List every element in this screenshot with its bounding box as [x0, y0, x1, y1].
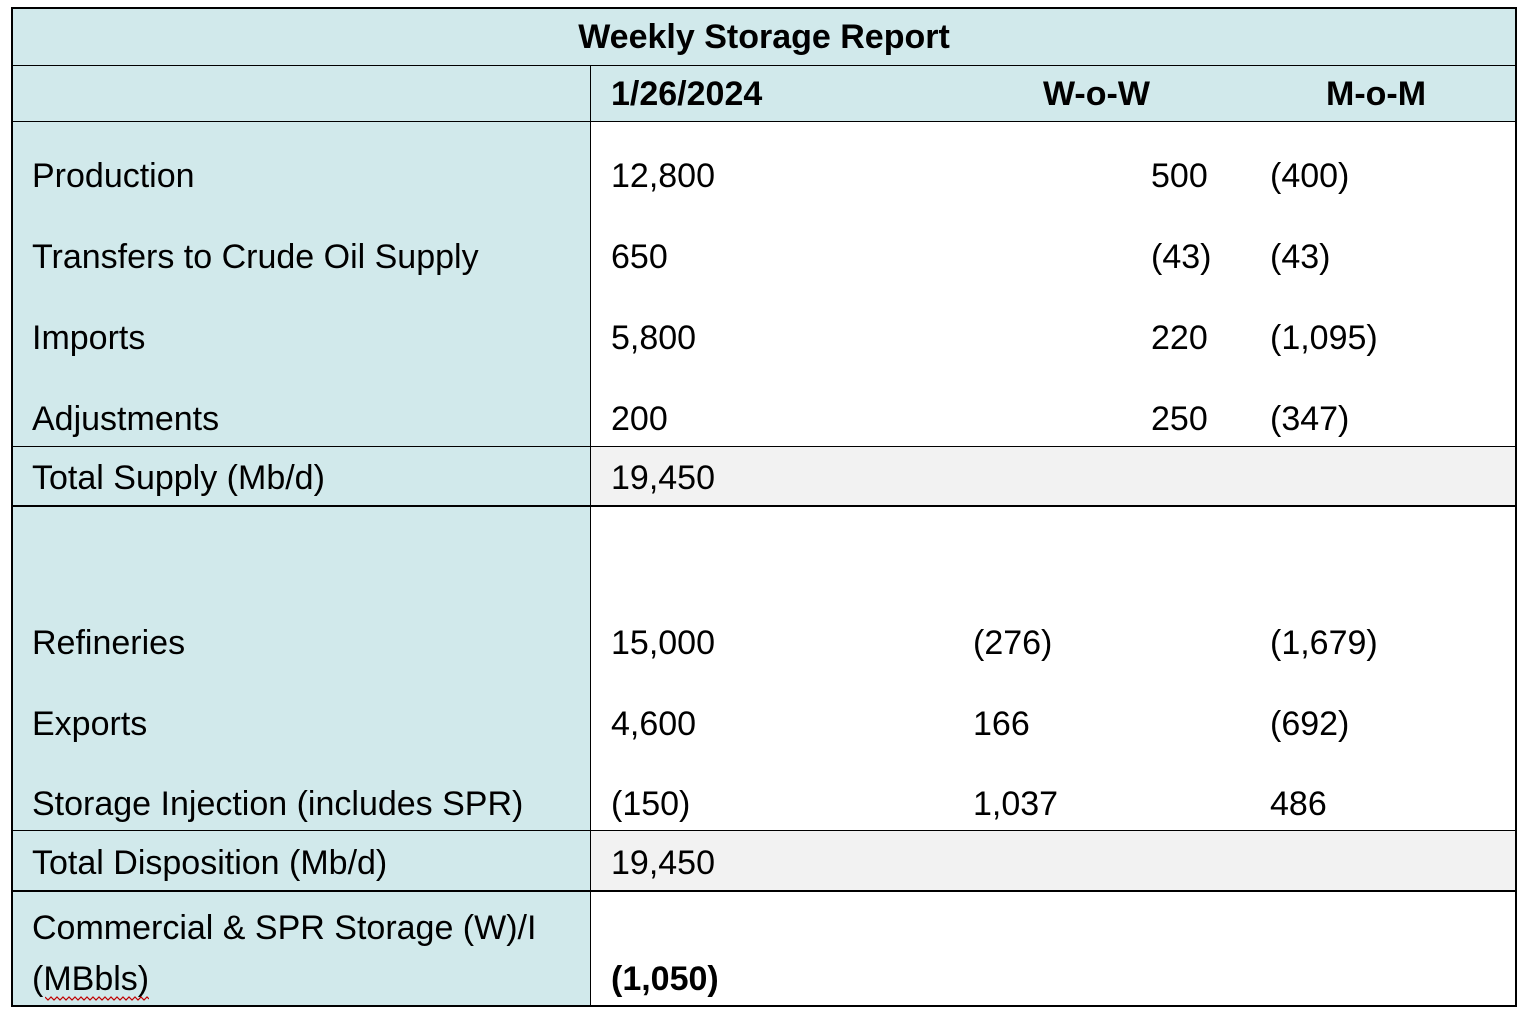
row-value: (150): [611, 785, 691, 823]
total-supply-value: 19,450: [611, 459, 715, 497]
storage-label-line2: (MBbls): [32, 960, 150, 998]
row-label: Refineries: [32, 624, 186, 662]
row-mom: 486: [1270, 785, 1327, 823]
total-supply-value-bg: [590, 447, 1515, 506]
row-wow: (43): [1151, 238, 1212, 276]
row-wow: 500: [1151, 157, 1208, 195]
title-divider: [13, 65, 1515, 66]
total-disposition-value: 19,450: [611, 844, 715, 882]
total-supply-label: Total Supply (Mb/d): [32, 459, 325, 497]
row-value: 12,800: [611, 157, 715, 195]
row-mom: (400): [1270, 157, 1350, 195]
header-row-bg: [13, 66, 1515, 122]
header-date: 1/26/2024: [611, 75, 763, 113]
total-disposition-value-bg: [590, 831, 1515, 890]
row-wow: (276): [973, 624, 1053, 662]
title-row-bg: [13, 9, 1515, 66]
row-wow: 220: [1151, 319, 1208, 357]
row-mom: (692): [1270, 705, 1350, 743]
label-column-divider: [590, 65, 591, 1005]
header-wow: W-o-W: [1043, 75, 1150, 113]
storage-label-line1: Commercial & SPR Storage (W)/I: [32, 909, 537, 947]
supply-section-divider: [13, 505, 1515, 507]
row-label: Adjustments: [32, 400, 220, 438]
row-wow: 166: [973, 705, 1030, 743]
total-disposition-label: Total Disposition (Mb/d): [32, 844, 388, 882]
report-title: Weekly Storage Report: [578, 18, 950, 56]
row-wow: 1,037: [973, 785, 1059, 823]
header-divider: [13, 121, 1515, 122]
row-label: Transfers to Crude Oil Supply: [32, 238, 479, 276]
storage-value: (1,050): [611, 960, 719, 998]
row-label: Imports: [32, 319, 146, 357]
weekly-storage-report-table: Weekly Storage Report 1/26/2024 W-o-W M-…: [11, 7, 1517, 1007]
row-value: 200: [611, 400, 668, 438]
row-wow: 250: [1151, 400, 1208, 438]
spellcheck-underline: [45, 996, 149, 1001]
row-mom: (347): [1270, 400, 1350, 438]
disposition-section-divider: [13, 890, 1515, 892]
row-label: Storage Injection (includes SPR): [32, 785, 524, 823]
row-value: 15,000: [611, 624, 715, 662]
row-value: 4,600: [611, 705, 697, 743]
row-value: 650: [611, 238, 668, 276]
label-column-bg: [13, 122, 590, 1005]
row-label: Exports: [32, 705, 148, 743]
row-mom: (43): [1270, 238, 1331, 276]
disposition-total-top-divider: [13, 830, 1515, 831]
row-value: 5,800: [611, 319, 697, 357]
supply-total-top-divider: [13, 446, 1515, 447]
row-mom: (1,679): [1270, 624, 1378, 662]
row-label: Production: [32, 157, 195, 195]
row-mom: (1,095): [1270, 319, 1378, 357]
header-mom: M-o-M: [1326, 75, 1427, 113]
